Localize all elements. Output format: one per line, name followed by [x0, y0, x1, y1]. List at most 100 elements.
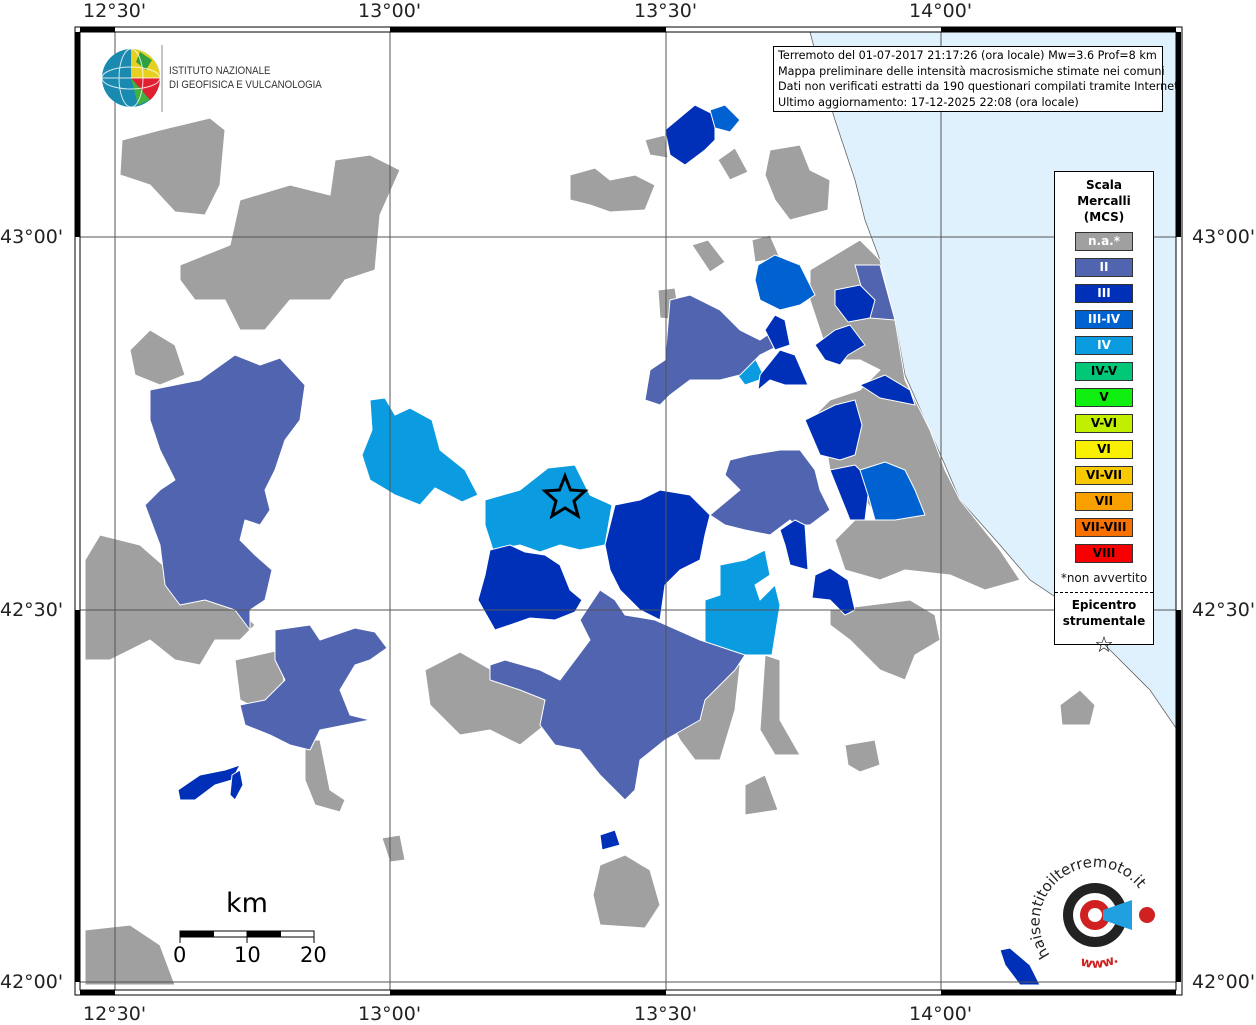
legend-swatch: VI [1075, 440, 1133, 459]
municipality-area[interactable] [859, 461, 926, 521]
event-info-line: Terremoto del 01-07-2017 21:17:26 (ora l… [778, 49, 1157, 62]
hsit-logo: haisentitoilterremoto.it www. [1025, 853, 1155, 972]
municipality-area[interactable] [424, 651, 546, 746]
municipality-area[interactable] [811, 567, 856, 616]
municipality-area[interactable] [644, 294, 791, 406]
ingv-name-line2: DI GEOFISICA E VULCANOLOGIA [169, 79, 322, 91]
municipality-area[interactable] [144, 354, 306, 631]
frame-segment [75, 32, 80, 237]
municipality-area[interactable] [1059, 689, 1096, 726]
ingv-name-line1: ISTITUTO NAZIONALE [169, 65, 271, 77]
intensity-legend: Scala Mercalli (MCS) n.a.* II III III-IV IV I… [1054, 171, 1154, 658]
legend-swatch: V-VI [1075, 414, 1133, 433]
frame-segment [75, 610, 80, 982]
legend-title-line: Mercalli [1077, 194, 1131, 208]
frame-segment [80, 27, 115, 32]
epicenter-star-icon [541, 471, 589, 520]
frame-segment [941, 990, 1176, 995]
ingv-logo [101, 45, 163, 112]
municipality-area[interactable] [764, 144, 831, 221]
municipality-area[interactable] [381, 834, 406, 863]
epicenter-star-icon: ☆ [1094, 633, 1114, 658]
municipality-area[interactable] [764, 314, 791, 351]
municipality-area[interactable] [829, 464, 871, 521]
legend-swatch: VI-VII [1075, 466, 1133, 485]
lon-tick-top: 13°00' [358, 0, 422, 22]
legend-note: *non avvertito [1060, 571, 1148, 585]
municipality-area[interactable] [599, 829, 621, 851]
municipality-area[interactable] [239, 624, 388, 751]
municipality-area[interactable] [754, 254, 816, 311]
scale-label: 20 [300, 943, 327, 967]
municipality-area[interactable] [119, 117, 226, 216]
legend-swatch: II [1075, 258, 1133, 277]
municipality-area[interactable] [859, 374, 916, 406]
scale-unit: km [226, 888, 268, 919]
legend-swatch: IV-V [1075, 362, 1133, 381]
scale-label: 10 [234, 943, 261, 967]
municipality-area[interactable] [779, 519, 809, 571]
legend-title-line: Scala [1085, 178, 1123, 192]
lat-tick-right: 43°00' [1192, 226, 1256, 248]
municipality-area[interactable] [757, 349, 809, 391]
lat-tick-left: 42°30' [0, 599, 64, 621]
municipality-area[interactable] [84, 924, 176, 986]
lon-tick-top: 12°30' [83, 0, 147, 22]
municipality-area[interactable] [999, 947, 1041, 986]
municipality-area[interactable] [834, 284, 876, 323]
epicenter-label-line: strumentale [1062, 614, 1146, 628]
event-info-line: Mappa preliminare delle intensità macros… [778, 64, 1165, 78]
municipality-area[interactable] [84, 534, 256, 666]
municipality-area[interactable] [709, 104, 741, 133]
municipality-area[interactable] [814, 324, 866, 366]
municipality-area[interactable] [829, 599, 941, 681]
frame-segment [80, 990, 115, 995]
municipality-area[interactable] [129, 329, 186, 386]
event-info-box: Terremoto del 01-07-2017 21:17:26 (ora l… [773, 46, 1183, 112]
municipality-area[interactable] [489, 589, 746, 801]
lon-tick-bottom: 12°30' [83, 1003, 147, 1025]
legend-title: Scala Mercalli (MCS) [1055, 177, 1153, 225]
frame-segment [1176, 610, 1181, 982]
event-info-line: Dati non verificati estratti da 190 ques… [778, 80, 1183, 93]
lat-tick-left: 42°00' [0, 971, 64, 993]
frame-segment [390, 27, 666, 32]
municipality-area[interactable] [304, 739, 346, 813]
frame-segment [941, 27, 1176, 32]
lon-tick-top: 13°30' [634, 0, 698, 22]
scale-bar [179, 930, 315, 943]
municipality-area[interactable] [664, 104, 716, 166]
municipality-area[interactable] [644, 134, 669, 159]
legend-swatch: n.a.* [1075, 232, 1133, 251]
municipality-area[interactable] [569, 167, 656, 213]
scale-label: 0 [173, 943, 187, 967]
municipality-area[interactable] [717, 147, 749, 181]
municipality-area[interactable] [759, 654, 801, 756]
municipality-area[interactable] [804, 399, 863, 461]
municipality-area[interactable] [361, 397, 479, 506]
epicenter-label-line: Epicentro [1071, 598, 1137, 612]
municipality-area[interactable] [809, 239, 1021, 591]
legend-swatch: VII [1075, 492, 1133, 511]
municipality-area[interactable] [604, 489, 711, 621]
legend-swatch: V [1075, 388, 1133, 407]
legend-swatch: VII-VIII [1075, 518, 1133, 537]
map-frame [74, 26, 1183, 996]
municipality-area[interactable] [229, 769, 244, 801]
frame-segment [390, 990, 666, 995]
municipality-area[interactable] [179, 154, 401, 331]
municipality-area[interactable] [592, 854, 661, 929]
frame-segment [1176, 32, 1181, 237]
municipality-area[interactable] [844, 739, 881, 773]
legend-swatch: III [1075, 284, 1133, 303]
municipality-area[interactable] [691, 239, 726, 273]
legend-swatch: IV [1075, 336, 1133, 355]
lat-tick-right: 42°00' [1192, 971, 1256, 993]
municipality-area[interactable] [744, 774, 779, 816]
municipality-area[interactable] [704, 549, 781, 656]
legend-swatch: III-IV [1075, 310, 1133, 329]
lon-tick-bottom: 13°30' [634, 1003, 698, 1025]
svg-text:www.: www. [1079, 952, 1121, 972]
epicenter-legend-label: Epicentro strumentale [1055, 597, 1153, 629]
